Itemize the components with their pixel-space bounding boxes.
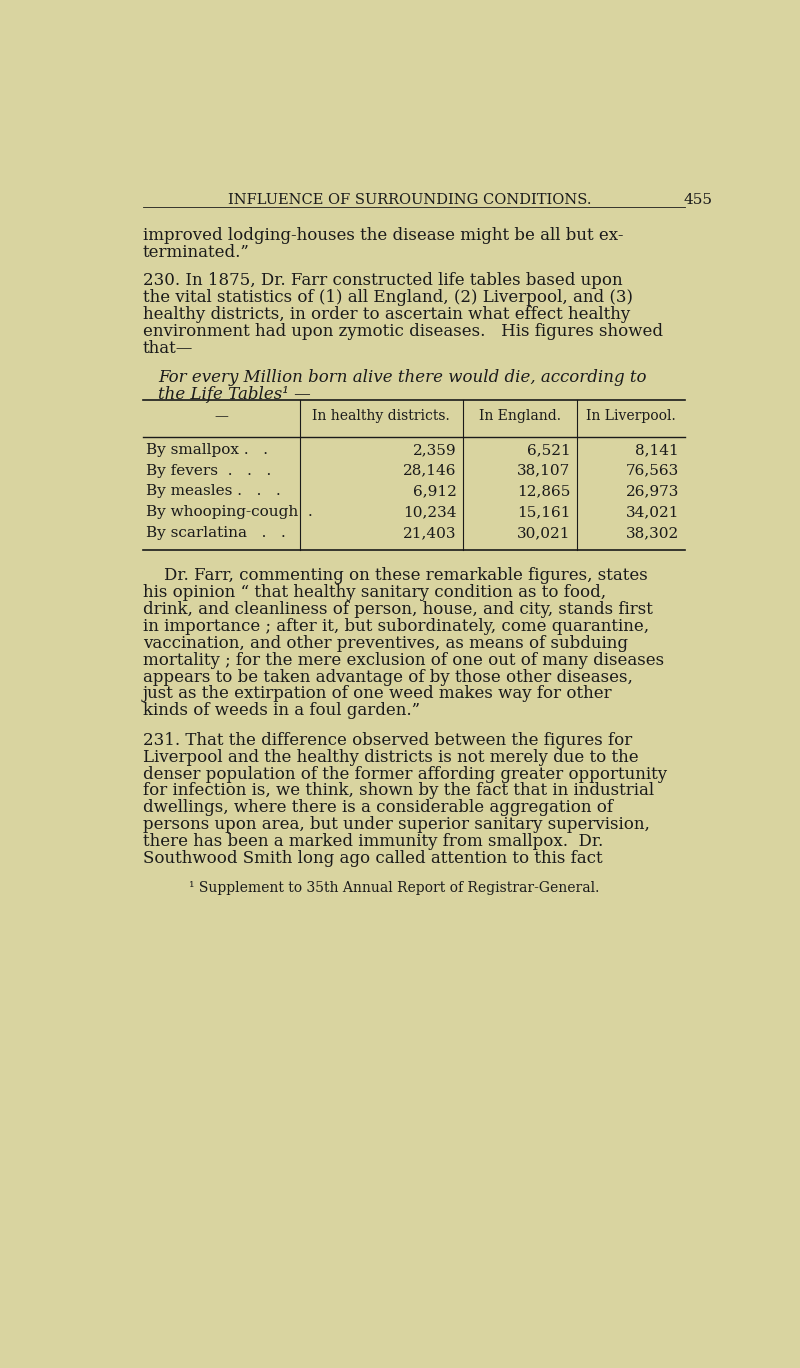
Text: denser population of the former affording greater opportunity: denser population of the former affordin…: [142, 766, 666, 782]
Text: 231. That the difference observed between the figures for: 231. That the difference observed betwee…: [142, 732, 632, 748]
Text: 34,021: 34,021: [626, 505, 679, 520]
Text: 38,302: 38,302: [626, 527, 679, 540]
Text: environment had upon zymotic diseases.   His figures showed: environment had upon zymotic diseases. H…: [142, 323, 662, 339]
Text: For every Million born alive there would die, according to: For every Million born alive there would…: [158, 369, 646, 386]
Text: 26,973: 26,973: [626, 484, 679, 498]
Text: In healthy districts.: In healthy districts.: [313, 409, 450, 423]
Text: 12,865: 12,865: [517, 484, 570, 498]
Text: 455: 455: [683, 193, 713, 208]
Text: that—: that—: [142, 339, 193, 357]
Text: terminated.”: terminated.”: [142, 245, 250, 261]
Text: ¹ Supplement to 35th Annual Report of Registrar-General.: ¹ Supplement to 35th Annual Report of Re…: [189, 881, 599, 895]
Text: drink, and cleanliness of person, house, and city, stands first: drink, and cleanliness of person, house,…: [142, 601, 653, 618]
Text: 6,912: 6,912: [413, 484, 457, 498]
Text: By scarlatina   .   .: By scarlatina . .: [146, 527, 286, 540]
Text: the vital statistics of (1) all England, (2) Liverpool, and (3): the vital statistics of (1) all England,…: [142, 289, 633, 306]
Text: 6,521: 6,521: [526, 443, 570, 457]
Text: improved lodging-houses the disease might be all but ex-: improved lodging-houses the disease migh…: [142, 227, 623, 245]
Text: 38,107: 38,107: [517, 464, 570, 477]
Text: 10,234: 10,234: [403, 505, 457, 520]
Text: INFLUENCE OF SURROUNDING CONDITIONS.: INFLUENCE OF SURROUNDING CONDITIONS.: [228, 193, 592, 208]
Text: Liverpool and the healthy districts is not merely due to the: Liverpool and the healthy districts is n…: [142, 748, 638, 766]
Text: the Life Tables¹ —: the Life Tables¹ —: [158, 386, 311, 404]
Text: for infection is, we think, shown by the fact that in industrial: for infection is, we think, shown by the…: [142, 782, 654, 799]
Text: 2,359: 2,359: [413, 443, 457, 457]
Text: In England.: In England.: [478, 409, 561, 423]
Text: 230. In 1875, Dr. Farr constructed life tables based upon: 230. In 1875, Dr. Farr constructed life …: [142, 272, 622, 289]
Text: 21,403: 21,403: [403, 527, 457, 540]
Text: healthy districts, in order to ascertain what effect healthy: healthy districts, in order to ascertain…: [142, 306, 630, 323]
Text: 28,146: 28,146: [403, 464, 457, 477]
Text: his opinion “ that healthy sanitary condition as to food,: his opinion “ that healthy sanitary cond…: [142, 584, 606, 601]
Text: 15,161: 15,161: [517, 505, 570, 520]
Text: dwellings, where there is a considerable aggregation of: dwellings, where there is a considerable…: [142, 799, 613, 817]
Text: 8,141: 8,141: [635, 443, 679, 457]
Text: By whooping-cough  .: By whooping-cough .: [146, 505, 313, 520]
Text: By measles .   .   .: By measles . . .: [146, 484, 281, 498]
Text: persons upon area, but under superior sanitary supervision,: persons upon area, but under superior sa…: [142, 817, 650, 833]
Text: in importance ; after it, but subordinately, come quarantine,: in importance ; after it, but subordinat…: [142, 618, 649, 635]
Text: Dr. Farr, commenting on these remarkable figures, states: Dr. Farr, commenting on these remarkable…: [142, 566, 647, 584]
Text: just as the extirpation of one weed makes way for other: just as the extirpation of one weed make…: [142, 685, 612, 702]
Text: In Liverpool.: In Liverpool.: [586, 409, 676, 423]
Text: there has been a marked immunity from smallpox.  Dr.: there has been a marked immunity from sm…: [142, 833, 603, 851]
Text: 30,021: 30,021: [517, 527, 570, 540]
Text: By fevers  .   .   .: By fevers . . .: [146, 464, 271, 477]
Text: —: —: [214, 409, 228, 423]
Text: mortality ; for the mere exclusion of one out of many diseases: mortality ; for the mere exclusion of on…: [142, 651, 664, 669]
Text: appears to be taken advantage of by those other diseases,: appears to be taken advantage of by thos…: [142, 669, 633, 685]
Text: Southwood Smith long ago called attention to this fact: Southwood Smith long ago called attentio…: [142, 851, 602, 867]
Text: By smallpox .   .: By smallpox . .: [146, 443, 268, 457]
Text: 76,563: 76,563: [626, 464, 679, 477]
Text: vaccination, and other preventives, as means of subduing: vaccination, and other preventives, as m…: [142, 635, 628, 651]
Text: kinds of weeds in a foul garden.”: kinds of weeds in a foul garden.”: [142, 702, 420, 720]
